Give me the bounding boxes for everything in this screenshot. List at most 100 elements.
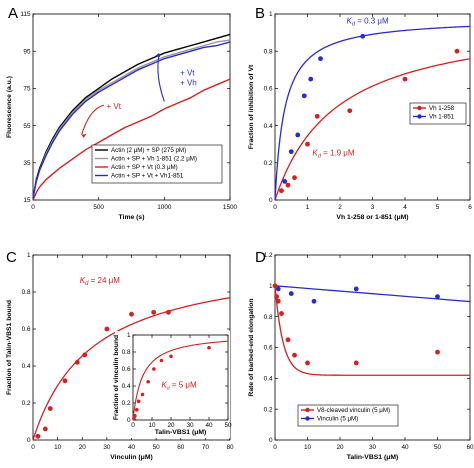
x-tick-label: 50 — [224, 422, 232, 429]
y-axis-label: Fluorescence (a.u.) — [6, 76, 13, 138]
arrow-vt-vh — [157, 54, 165, 102]
y-tick-label: 1 — [27, 252, 31, 259]
data-point — [353, 360, 359, 366]
x-tick-label: 50 — [153, 444, 161, 451]
x-tick-label: 1 — [306, 204, 310, 211]
y-tick-label: 0.8 — [264, 48, 273, 55]
series-line — [32, 39, 231, 199]
arrowhead-vt — [81, 133, 87, 138]
x-tick-label: 30 — [186, 422, 194, 429]
data-point — [360, 33, 366, 39]
data-point — [318, 56, 323, 62]
data-point — [311, 298, 317, 304]
y-tick-label: 0.6 — [22, 326, 31, 333]
x-axis-label: Time (s) — [119, 214, 145, 221]
data-point — [292, 352, 297, 358]
legend-label: Vh 1-851 — [429, 114, 455, 121]
x-axis-label: Talin-VBS1 (μM) — [155, 429, 207, 436]
y-tick-label: 0.4 — [264, 123, 273, 130]
arrow-vt — [81, 104, 105, 136]
legend-label: Actin + SP + Vh 1-851 (2.2 μM) — [111, 156, 197, 163]
x-axis-label: Talin-VBS1 (μM) — [347, 454, 399, 461]
y-tick-label: 0 — [27, 437, 31, 444]
y-axis-label: Fraction of inhibition of Vt — [248, 64, 255, 149]
data-point — [282, 179, 288, 184]
y-tick-label: 0.8 — [264, 314, 273, 321]
plot-frame — [132, 334, 229, 421]
data-point — [288, 149, 294, 155]
panel-label-c: C — [6, 249, 17, 266]
legend-marker — [305, 407, 310, 413]
y-tick-label: 55 — [23, 123, 31, 130]
x-tick-label: 10 — [148, 422, 156, 429]
y-tick-label: 0.2 — [264, 160, 273, 167]
data-point — [435, 349, 440, 355]
x-tick-label: 500 — [93, 204, 104, 211]
panel-c: C0 10 20 30 40 50 60 70 8000.20.40.60.81Vinculin… — [6, 249, 234, 461]
series-line — [32, 78, 231, 201]
y-tick-label: 0.4 — [122, 383, 131, 390]
y-tick-label: 1.2 — [264, 252, 273, 259]
x-tick-label: 60 — [466, 444, 474, 451]
y-tick-label: 0.2 — [122, 400, 131, 407]
y-tick-label: 0.4 — [264, 376, 273, 383]
fit-curve-v8 — [274, 285, 470, 376]
panel-label-d: D — [255, 249, 266, 266]
data-point — [305, 360, 310, 366]
data-point — [292, 175, 297, 181]
data-point — [347, 108, 353, 114]
fit-curve-vinculin — [274, 285, 471, 303]
x-tick-label: 10 — [54, 444, 62, 451]
y-axis-label: Rate of barbed-end elongation — [248, 298, 255, 396]
y-tick-label: 0.4 — [22, 363, 31, 370]
data-point — [272, 283, 278, 289]
x-tick-label: 0 — [273, 204, 277, 211]
data-point — [314, 113, 320, 119]
data-point — [295, 132, 301, 138]
legend-label: Actin (2 μM) + SP (275 pM) — [111, 147, 186, 154]
data-point — [275, 298, 281, 304]
fit-curve-vh258 — [274, 58, 471, 201]
x-tick-label: 40 — [205, 422, 213, 429]
y-axis-label: Fraction of vinculin bound — [113, 335, 120, 420]
y-tick-label: 0.6 — [122, 366, 131, 373]
inset-data-point — [140, 392, 145, 397]
y-tick-label: 0.2 — [22, 400, 31, 407]
y-tick-label: 1 — [269, 11, 273, 18]
y-tick-label: 0 — [269, 437, 273, 444]
x-tick-label: 10 — [304, 444, 312, 451]
series-line — [32, 41, 231, 199]
x-tick-label: 40 — [128, 444, 136, 451]
legend-box — [297, 404, 399, 427]
data-point — [274, 294, 280, 300]
data-point — [275, 286, 281, 292]
y-axis-label: Fraction of Talin-VBS1 bound — [6, 300, 13, 395]
data-point — [308, 76, 314, 82]
data-point — [279, 311, 284, 316]
y-tick-label: 0.6 — [264, 345, 273, 352]
fit-curve — [32, 297, 231, 441]
y-tick-label: 0.8 — [22, 289, 31, 296]
data-point — [62, 378, 68, 384]
y-tick-label: 1 — [127, 332, 131, 339]
data-point — [42, 426, 48, 432]
panel-d: D 0 10 20 30 40 50 60 0 0.2 0.4 0.6 0.8 1 1.2 Talin-VBS… — [248, 249, 474, 461]
inset-data-point — [169, 354, 173, 359]
data-point — [402, 76, 408, 82]
inset-data-point — [133, 413, 137, 418]
data-point — [285, 182, 291, 188]
legend-marker — [417, 114, 422, 119]
x-tick-label: 30 — [103, 444, 111, 451]
y-tick-label: 75 — [23, 86, 31, 93]
inset-fit-curve — [132, 340, 229, 421]
inset-data-point — [135, 408, 139, 412]
arrowhead-vt-vh — [155, 53, 161, 58]
legend-label: V8-cleaved vinculin (5 μM) — [317, 407, 390, 414]
annotation-vt: + Vt — [107, 102, 122, 111]
x-tick-label: 30 — [369, 444, 377, 451]
annotation-vt-vh: + Vt — [180, 68, 195, 77]
kd-annotation: Kd = 24 μM — [80, 276, 121, 287]
data-point — [129, 311, 134, 317]
x-tick-label: 6 — [468, 204, 472, 211]
legend-label: Actin + SP + Vt + Vh1-851 — [111, 173, 184, 180]
